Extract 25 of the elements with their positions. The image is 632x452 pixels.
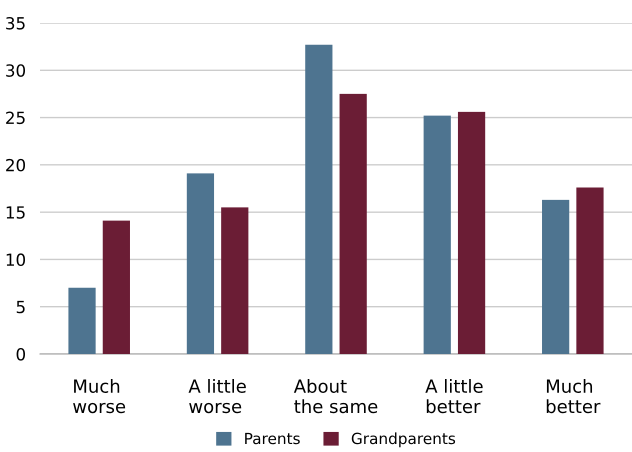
legend-label: Grandparents (352, 432, 456, 448)
bar (102, 220, 130, 354)
bar (68, 288, 96, 354)
bar (458, 112, 486, 354)
bar (424, 116, 451, 354)
y-tick-label: 25 (6, 112, 25, 124)
y-tick-label: 30 (6, 64, 26, 77)
y-tick-label: 20 (6, 158, 26, 172)
x-tick-label: About the same (294, 379, 378, 414)
bar (576, 188, 604, 354)
y-tick-label: 0 (16, 348, 26, 361)
y-tick-label: 15 (6, 206, 25, 219)
x-tick-label: Much worse (73, 379, 126, 414)
y-tick-label: 35 (6, 16, 25, 30)
x-tick-label: A little worse (188, 379, 246, 414)
x-tick-label: A little better (425, 379, 483, 414)
legend-label: Parents (245, 432, 300, 444)
bar (542, 200, 570, 354)
bar (186, 173, 214, 354)
y-tick-label: 5 (16, 300, 25, 314)
x-tick-label: Much better (546, 379, 600, 414)
y-tick-label: 10 (6, 253, 26, 266)
bar (305, 44, 332, 354)
bar (340, 94, 367, 354)
bar (221, 207, 248, 354)
